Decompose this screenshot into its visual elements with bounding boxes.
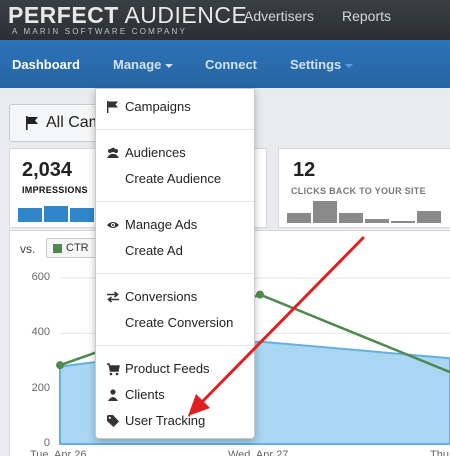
clicks-label: CLICKS BACK TO YOUR SITE — [291, 186, 426, 196]
y-tick-label: 600 — [31, 271, 50, 283]
ctr-label: CTR — [66, 242, 89, 254]
clicks-card[interactable]: 12 CLICKS BACK TO YOUR SITE — [278, 148, 450, 228]
ctr-swatch — [53, 244, 62, 253]
menu-item-label: Create Conversion — [125, 315, 234, 330]
compare-vs-label: vs. — [20, 242, 36, 256]
nav-connect[interactable]: Connect — [205, 57, 257, 72]
toplink-reports[interactable]: Reports — [342, 8, 392, 24]
flag-icon — [26, 116, 38, 130]
brand-logo[interactable]: PERFECT AUDIENCE — [8, 2, 248, 28]
clicks-sparkbar — [287, 201, 450, 223]
y-tick-label: 200 — [31, 381, 50, 394]
menu-divider — [96, 201, 254, 202]
y-tick-label: 400 — [31, 326, 50, 339]
campaign-filter-label: All Cam — [46, 114, 103, 131]
user-icon — [108, 389, 118, 401]
exchange-icon — [107, 291, 119, 303]
x-tick-label: Tue, Apr 26 — [30, 449, 87, 456]
menu-item-manage-ads[interactable]: Manage Ads — [96, 214, 254, 236]
menu-divider — [96, 273, 254, 274]
caret-down-icon — [345, 63, 354, 68]
x-tick-label: Wed, Apr 27 — [228, 449, 289, 456]
menu-item-label: Manage Ads — [125, 217, 198, 232]
y-tick-label: 0 — [43, 437, 50, 449]
menu-item-create-audience[interactable]: Create Audience — [96, 168, 254, 190]
menu-item-label: Clients — [125, 387, 165, 402]
impressions-label: IMPRESSIONS — [22, 185, 88, 195]
menu-item-label: Conversions — [125, 289, 198, 304]
menu-item-label: Campaigns — [125, 99, 191, 114]
cart-icon — [107, 363, 120, 376]
clicks-value: 12 — [293, 159, 316, 181]
top-bar: PERFECT AUDIENCE A MARIN SOFTWARE COMPAN… — [0, 0, 450, 40]
menu-item-label: Product Feeds — [125, 361, 210, 376]
ctr-point — [256, 290, 264, 299]
menu-item-product-feeds[interactable]: Product Feeds — [96, 358, 254, 380]
menu-divider — [96, 129, 254, 130]
nav-dashboard[interactable]: Dashboard — [12, 57, 80, 72]
tag-icon — [107, 415, 119, 427]
impressions-value: 2,034 — [22, 159, 73, 181]
menu-item-create-conversion[interactable]: Create Conversion — [96, 312, 254, 334]
menu-item-create-ad[interactable]: Create Ad — [96, 240, 254, 262]
caret-down-icon — [165, 63, 174, 68]
eye-icon — [107, 222, 119, 228]
x-tick-label: Thu — [430, 449, 449, 456]
ctr-point — [56, 361, 64, 370]
menu-item-label: Create Audience — [125, 171, 222, 186]
nav-manage[interactable]: Manage — [113, 57, 174, 72]
menu-item-label: User Tracking — [125, 413, 206, 428]
menu-item-conversions[interactable]: Conversions — [96, 286, 254, 308]
ctr-metric-toggle[interactable]: CTR — [46, 238, 98, 258]
manage-dropdown-menu: Campaigns Audiences Create Audience Mana… — [95, 88, 255, 439]
menu-item-clients[interactable]: Clients — [96, 384, 254, 406]
toplink-advertisers[interactable]: Advertisers — [244, 8, 315, 24]
users-icon — [107, 147, 119, 158]
flag-icon — [107, 101, 118, 113]
nav-settings[interactable]: Settings — [290, 57, 354, 72]
menu-item-label: Create Ad — [125, 243, 183, 258]
impressions-sparkbar — [18, 206, 104, 222]
brand-tagline: A MARIN SOFTWARE COMPANY — [12, 27, 188, 36]
menu-item-campaigns[interactable]: Campaigns — [96, 96, 254, 118]
menu-item-label: Audiences — [125, 145, 186, 160]
menu-item-user-tracking[interactable]: User Tracking — [96, 410, 254, 432]
menu-item-audiences[interactable]: Audiences — [96, 142, 254, 164]
menu-divider — [96, 345, 254, 346]
nav-settings-label: Settings — [290, 57, 342, 72]
nav-manage-label: Manage — [113, 57, 162, 72]
main-nav: Dashboard Manage Connect Settings — [0, 40, 450, 88]
